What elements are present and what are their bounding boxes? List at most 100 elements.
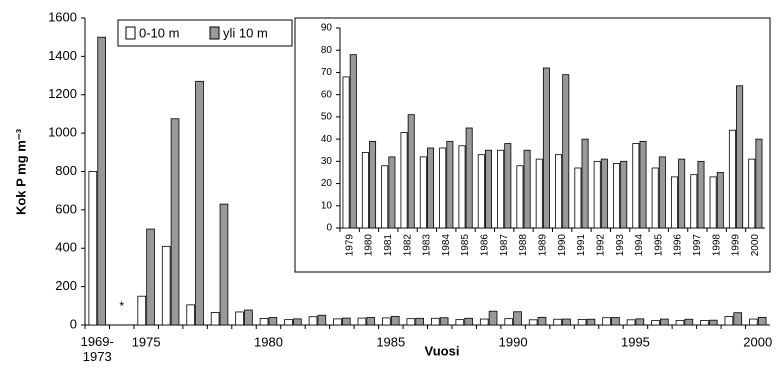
- bar: [678, 158, 686, 229]
- bar: [600, 158, 608, 229]
- x-tick-label: 2000: [743, 334, 772, 349]
- bar: [504, 143, 512, 229]
- bar: [382, 317, 391, 326]
- bar: [381, 165, 389, 229]
- bar: [488, 310, 498, 326]
- bar: [268, 317, 278, 326]
- bar: [170, 118, 180, 326]
- bar: [537, 316, 547, 326]
- bar: [88, 171, 98, 326]
- bar: [553, 318, 562, 326]
- bar: [697, 160, 705, 229]
- x-tick-label: 1984: [441, 234, 452, 257]
- x-tick-label: 1990: [499, 334, 528, 349]
- bar: [210, 312, 220, 326]
- bar: [736, 85, 744, 229]
- bar: [219, 203, 229, 326]
- bar: [586, 318, 596, 326]
- bar: [528, 319, 538, 326]
- bar: [516, 165, 524, 229]
- y-tick-label: 0: [70, 316, 77, 331]
- bar: [700, 320, 709, 326]
- bar: [244, 309, 253, 326]
- bar: [658, 156, 666, 229]
- bar: [748, 158, 756, 229]
- bar: [728, 129, 736, 229]
- y-tick-label: 1400: [48, 48, 77, 63]
- bar: [555, 154, 563, 229]
- bar: [626, 319, 636, 326]
- y-tick-label: 30: [321, 156, 333, 167]
- bar: [602, 317, 611, 326]
- bar: [427, 147, 435, 229]
- bar: [439, 317, 449, 326]
- bar: [675, 319, 685, 326]
- bar: [651, 320, 660, 326]
- y-tick-label: 0: [326, 223, 332, 234]
- x-tick-label: 2000: [750, 234, 761, 257]
- bar: [562, 74, 570, 229]
- bar: [690, 174, 698, 229]
- y-tick-label: 70: [321, 67, 333, 78]
- bar: [611, 317, 620, 326]
- bar: [613, 163, 621, 229]
- bar: [635, 318, 645, 326]
- bar: [581, 138, 589, 229]
- x-tick-label: 1982: [402, 234, 413, 257]
- bar: [464, 317, 473, 326]
- x-tick-label: 1995: [653, 234, 664, 257]
- bar: [523, 149, 531, 229]
- y-tick-label: 40: [321, 134, 333, 145]
- bar: [341, 317, 351, 326]
- y-tick-label: 50: [321, 112, 333, 123]
- y-tick-label: 10: [321, 200, 333, 211]
- bar: [497, 149, 505, 229]
- bar: [733, 312, 743, 326]
- x-tick-label: 1997: [692, 234, 703, 257]
- bar: [535, 158, 543, 229]
- bar: [195, 80, 204, 326]
- bar: [259, 318, 269, 326]
- x-tick-label: 1996: [673, 234, 684, 257]
- y-tick-label: 20: [321, 178, 333, 189]
- y-tick-label: 600: [55, 201, 77, 216]
- bar: [716, 172, 724, 229]
- bar: [349, 54, 357, 229]
- bar: [293, 318, 302, 326]
- bar: [317, 314, 327, 326]
- bar: [709, 176, 717, 229]
- bar: [620, 160, 628, 229]
- x-tick-label: 1986: [480, 234, 491, 257]
- y-tick-label: 1000: [48, 125, 77, 140]
- y-tick-label: 1200: [48, 86, 77, 101]
- bar: [419, 156, 427, 229]
- y-tick-label: 800: [55, 163, 77, 178]
- bar: [724, 316, 734, 326]
- bar: [562, 318, 571, 326]
- bar: [484, 149, 492, 229]
- x-tick-label: 1987: [499, 234, 510, 257]
- x-tick-label: 1985: [460, 234, 471, 257]
- bar: [479, 318, 489, 326]
- bar: [755, 138, 763, 229]
- bar: [708, 319, 718, 326]
- bar: [458, 145, 466, 229]
- x-tick-label: 1988: [518, 234, 529, 257]
- x-tick-label: 1991: [576, 234, 587, 257]
- legend: [117, 19, 293, 47]
- bar: [431, 317, 440, 326]
- bar: [333, 318, 342, 326]
- bar: [407, 114, 415, 229]
- x-tick-label: 1985: [376, 334, 405, 349]
- x-tick-label: 1993: [615, 234, 626, 257]
- inset-frame: [294, 17, 771, 273]
- x-tick-label: 1969-1973: [81, 334, 114, 364]
- bar: [632, 143, 640, 229]
- bar: [439, 147, 447, 229]
- x-tick-label: 1989: [537, 234, 548, 257]
- bar: [390, 315, 400, 326]
- bar: [369, 140, 377, 229]
- bar: [684, 318, 694, 326]
- bar: [465, 127, 473, 229]
